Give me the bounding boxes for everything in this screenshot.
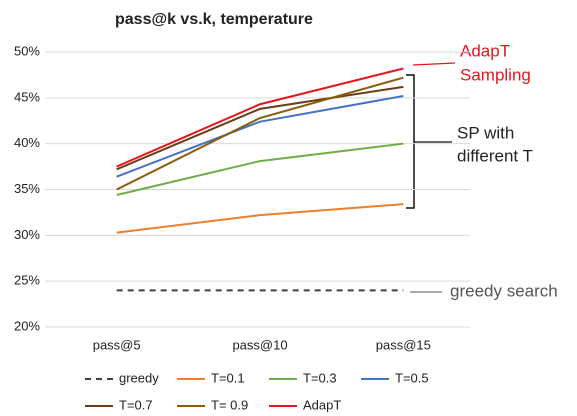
series-line (116, 142, 404, 196)
series-line (116, 67, 404, 168)
y-tick-label: 50% (14, 43, 40, 58)
legend-label: T= 0.9 (211, 397, 248, 412)
series-line (116, 95, 404, 178)
series-line (116, 76, 404, 191)
x-tick-label: pass@15 (376, 337, 431, 352)
y-tick-label: 45% (14, 89, 40, 104)
annotation: AdapT (460, 41, 510, 60)
series-line (116, 203, 404, 234)
series-line (116, 85, 404, 171)
annotation: greedy search (450, 281, 558, 300)
bracket (406, 74, 415, 209)
annotation-line (412, 62, 456, 66)
y-tick-label: 35% (14, 181, 40, 196)
legend-label: T=0.7 (119, 397, 153, 412)
y-tick-label: 40% (14, 135, 40, 150)
x-tick-label: pass@10 (232, 337, 287, 352)
y-tick-label: 20% (14, 318, 40, 333)
x-tick-label: pass@5 (93, 337, 141, 352)
legend-label: T=0.1 (211, 370, 245, 385)
legend-label: greedy (119, 370, 159, 385)
legend-label: T=0.5 (395, 370, 429, 385)
y-tick-label: 30% (14, 227, 40, 242)
annotation: SP with (457, 123, 514, 142)
chart-title: pass@k vs.k, temperature (115, 11, 313, 28)
y-tick-label: 25% (14, 273, 40, 288)
legend-label: AdapT (303, 397, 341, 412)
annotation: Sampling (460, 65, 531, 84)
annotation: different T (457, 146, 533, 165)
legend-label: T=0.3 (303, 370, 337, 385)
